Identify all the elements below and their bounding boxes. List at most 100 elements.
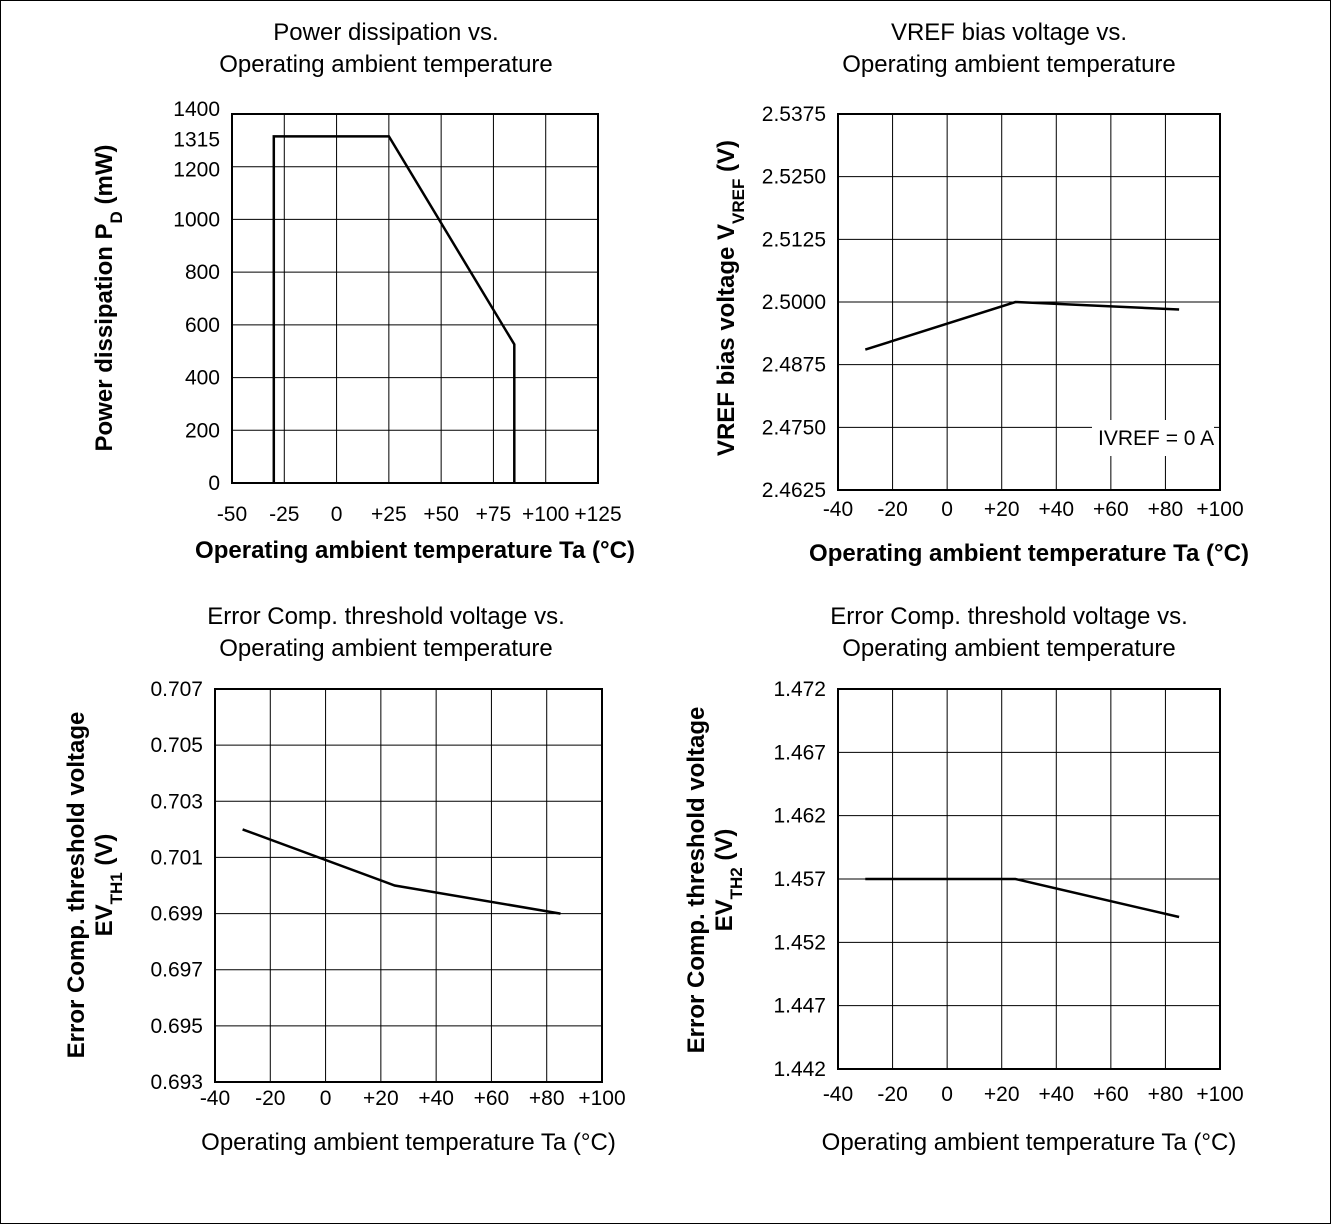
- y-axis-title: Error Comp. threshold voltage EVTH2 (V): [683, 707, 746, 1054]
- y-axis-title-sub: TH1: [107, 872, 126, 904]
- y-tick-label: 2.5250: [762, 166, 826, 189]
- y-axis-title-main: Power dissipation P: [91, 223, 118, 451]
- y-tick-label: 200: [185, 419, 220, 442]
- x-tick-label: -40: [823, 1083, 853, 1106]
- y-tick-label: 1.457: [773, 868, 826, 891]
- x-tick-label: 0: [331, 503, 343, 526]
- x-tick-label: -20: [877, 498, 907, 521]
- chart-title-line: VREF bias voltage vs.: [891, 19, 1127, 46]
- x-tick-label: +75: [476, 503, 512, 526]
- y-axis-title-sub: VREF: [729, 179, 748, 224]
- plot-area-border: [837, 113, 1221, 491]
- x-tick-label: +100: [1196, 1083, 1243, 1106]
- y-axis-title-line2: EVTH1 (V): [91, 834, 126, 937]
- chart-title-line: Operating ambient temperature: [219, 51, 553, 78]
- x-tick-label: +60: [1093, 498, 1129, 521]
- x-tick-label: -40: [200, 1087, 230, 1110]
- y-tick-label: 0.697: [150, 959, 203, 982]
- y-tick-label: 1.467: [773, 741, 826, 764]
- x-tick-label: +20: [984, 1083, 1020, 1106]
- x-tick-label: +20: [984, 498, 1020, 521]
- y-tick-label: 600: [185, 314, 220, 337]
- chart-title-line: Operating ambient temperature: [219, 635, 553, 662]
- y-tick-label: 1.462: [773, 805, 826, 828]
- x-tick-label: +20: [363, 1087, 399, 1110]
- y-tick-label: 2.5000: [762, 291, 826, 314]
- x-tick-label: +100: [1196, 498, 1243, 521]
- y-axis-title-main: EV: [91, 904, 118, 936]
- series-line-1: [242, 828, 561, 915]
- y-axis-title-unit: (mW): [91, 145, 118, 212]
- x-tick-label: 0: [941, 1083, 953, 1106]
- chart-panel-1: Power dissipation vs. Operating ambient t…: [91, 19, 635, 564]
- x-axis-title: Operating ambient temperature Ta (°C): [201, 1129, 616, 1156]
- y-axis-title-unit: (V): [711, 829, 738, 868]
- series-line-1: [272, 135, 516, 483]
- y-tick-label: 0.693: [150, 1071, 203, 1094]
- y-axis-title-text: VREF bias voltage VVREF (V): [713, 140, 748, 456]
- chart-panel-2: VREF bias voltage vs. Operating ambient t…: [713, 19, 1249, 567]
- x-tick-label: +100: [522, 503, 569, 526]
- y-axis-title-unit: (V): [713, 140, 740, 179]
- chart-title-line: Error Comp. threshold voltage vs.: [207, 603, 564, 630]
- y-tick-label: 0.705: [150, 734, 203, 757]
- annotation-main: I: [1098, 427, 1104, 450]
- x-tick-label: +60: [1093, 1083, 1129, 1106]
- y-axis-title-sub: TH2: [727, 867, 746, 899]
- y-tick-label: 0.701: [150, 846, 203, 869]
- y-tick-label: 2.5375: [762, 103, 826, 126]
- chart-panel-4: Error Comp. threshold voltage vs. Operati…: [683, 603, 1244, 1156]
- y-tick-label: 1200: [173, 159, 220, 182]
- x-tick-label: +125: [574, 503, 621, 526]
- y-tick-label: 800: [185, 261, 220, 284]
- series-line-1: [865, 877, 1180, 919]
- chart-title-line: Power dissipation vs.: [273, 19, 498, 46]
- y-axis-title: VREF bias voltage VVREF (V): [713, 140, 748, 456]
- x-tick-label: -50: [217, 503, 247, 526]
- x-tick-label: +100: [578, 1087, 625, 1110]
- x-tick-label: +80: [1148, 1083, 1184, 1106]
- y-axis-title-unit: (V): [91, 834, 118, 873]
- y-axis-title-line1: Error Comp. threshold voltage: [683, 707, 710, 1054]
- y-tick-label: 2.4750: [762, 416, 826, 439]
- y-axis-title: Power dissipation PD (mW): [91, 145, 126, 452]
- x-tick-label: -40: [823, 498, 853, 521]
- x-tick-label: +60: [474, 1087, 510, 1110]
- x-axis-title: Operating ambient temperature Ta (°C): [809, 540, 1249, 567]
- x-tick-label: +40: [1038, 498, 1074, 521]
- y-tick-label: 2.4875: [762, 354, 826, 377]
- y-tick-label: 1000: [173, 208, 220, 231]
- y-tick-label: 1.472: [773, 678, 826, 701]
- x-tick-label: +25: [371, 503, 407, 526]
- annotation-background: [1092, 420, 1214, 456]
- x-axis-title: Operating ambient temperature Ta (°C): [195, 537, 635, 564]
- annotation-text: IVREF = 0 A: [1098, 427, 1214, 450]
- x-axis-title: Operating ambient temperature Ta (°C): [822, 1129, 1237, 1156]
- y-tick-label: 1315: [173, 128, 220, 151]
- x-tick-label: +40: [418, 1087, 454, 1110]
- x-tick-label: -20: [877, 1083, 907, 1106]
- y-tick-label: 0: [208, 472, 220, 495]
- y-axis-title-sub: D: [107, 211, 126, 223]
- chart-panel-3: Error Comp. threshold voltage vs. Operati…: [63, 603, 626, 1156]
- x-tick-label: +80: [1148, 498, 1184, 521]
- x-tick-label: 0: [320, 1087, 332, 1110]
- y-axis-title-line2: EVTH2 (V): [711, 829, 746, 932]
- y-tick-label: 1.447: [773, 995, 826, 1018]
- x-tick-label: -25: [269, 503, 299, 526]
- annotation-sub: VREF: [1104, 427, 1160, 450]
- y-tick-label: 0.695: [150, 1015, 203, 1038]
- plot-area-border: [231, 113, 599, 484]
- series-line-1: [864, 300, 1180, 351]
- y-axis-title-main: EV: [711, 899, 738, 931]
- plot-area-border: [214, 688, 603, 1083]
- plot-area-border: [837, 688, 1221, 1070]
- y-tick-label: 1.452: [773, 931, 826, 954]
- y-tick-label: 0.707: [150, 678, 203, 701]
- y-axis-title-text: Power dissipation PD (mW): [91, 145, 126, 452]
- y-axis-title: Error Comp. threshold voltage EVTH1 (V): [63, 712, 126, 1059]
- y-axis-title-main: VREF bias voltage V: [713, 224, 740, 456]
- y-tick-label: 2.5125: [762, 228, 826, 251]
- y-tick-label: 0.699: [150, 903, 203, 926]
